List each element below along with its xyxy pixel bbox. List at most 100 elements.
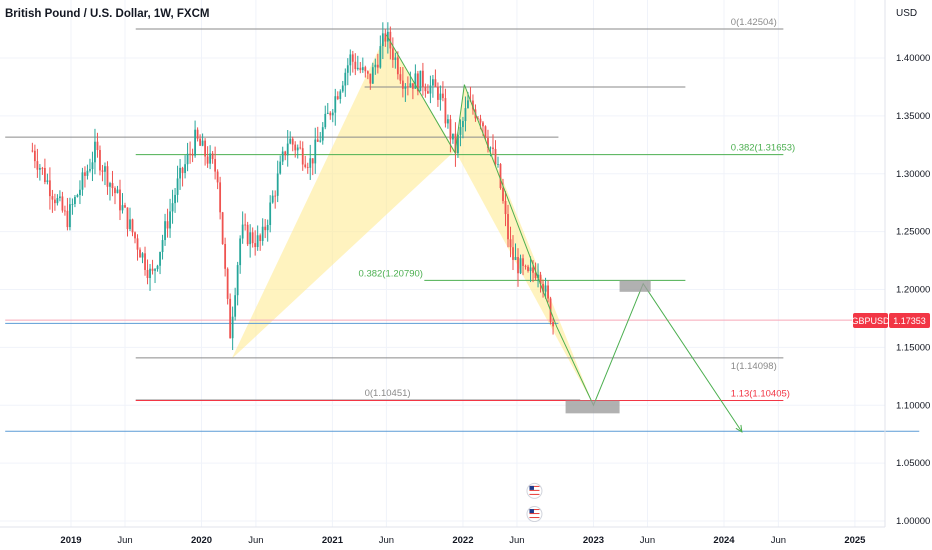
candle-body xyxy=(424,87,427,92)
candle-body xyxy=(176,178,179,195)
candle xyxy=(246,221,249,247)
candle xyxy=(444,88,447,128)
candle xyxy=(219,176,222,220)
candle-body xyxy=(371,67,374,84)
candle-body xyxy=(119,189,121,211)
candle xyxy=(399,67,402,84)
candle-body xyxy=(79,189,81,196)
time-tick-label: Jun xyxy=(509,535,524,546)
candle xyxy=(204,138,207,166)
time-tick-label: 2021 xyxy=(322,535,344,546)
candle-body xyxy=(159,252,161,266)
candle-body xyxy=(229,298,232,339)
event-markers[interactable] xyxy=(526,482,543,523)
candle-body xyxy=(444,98,447,124)
candle-body xyxy=(61,196,64,211)
candle xyxy=(539,271,542,293)
candle-body xyxy=(454,133,457,154)
candle-body xyxy=(33,150,36,162)
candle-body xyxy=(296,147,299,151)
candle-body xyxy=(156,265,159,270)
candle xyxy=(54,193,56,211)
candle-body xyxy=(239,238,242,266)
candle xyxy=(266,219,269,242)
candle xyxy=(254,230,257,256)
symbol-price-badge[interactable]: GBPUSD 1.17353 xyxy=(851,313,930,328)
candle-body xyxy=(261,226,264,242)
candle xyxy=(439,85,442,111)
candle xyxy=(301,141,304,171)
candle-body xyxy=(129,219,131,230)
candle xyxy=(186,142,189,172)
candle-body xyxy=(524,265,527,267)
candle-body xyxy=(532,267,534,273)
candle-body xyxy=(301,148,304,165)
candle xyxy=(537,263,539,288)
candle xyxy=(394,52,397,69)
candle-body xyxy=(216,171,219,183)
flag-stripe xyxy=(529,515,540,517)
candle-body xyxy=(46,180,49,182)
candle xyxy=(74,195,76,208)
candle xyxy=(154,268,156,284)
candle xyxy=(159,251,161,275)
candle-body xyxy=(487,137,489,148)
candle xyxy=(334,88,337,126)
candle xyxy=(296,144,299,159)
candle-body xyxy=(522,258,524,266)
candle xyxy=(384,29,387,47)
candle xyxy=(131,218,134,237)
candle-body xyxy=(209,153,212,164)
candle-body xyxy=(544,285,547,292)
candle xyxy=(276,160,279,203)
candle-body xyxy=(309,158,312,168)
price-tick-label: 1.10000 xyxy=(896,400,930,411)
candle xyxy=(214,146,217,180)
candle xyxy=(116,185,119,194)
candle xyxy=(311,158,314,176)
candle xyxy=(224,237,227,277)
candle-body xyxy=(139,249,141,258)
price-axis[interactable]: 1.40000 1.35000 1.30000 1.25000 1.20000 1.150… xyxy=(896,53,930,527)
candle-body xyxy=(359,67,362,71)
candle-body xyxy=(514,257,517,260)
candle xyxy=(416,70,419,96)
candle-body xyxy=(89,169,91,171)
candle xyxy=(309,144,312,180)
candle xyxy=(164,213,166,246)
candle xyxy=(484,125,487,141)
candle xyxy=(411,83,414,100)
candle-body xyxy=(319,140,322,142)
time-axis[interactable]: 2019 Jun 2020 Jun 2021 Jun 2022 Jun 2023 Jun 2024 J… xyxy=(60,535,866,546)
candle-body xyxy=(124,205,126,208)
candle-body xyxy=(489,147,492,149)
candle-body xyxy=(64,210,66,212)
candle-body xyxy=(316,139,319,142)
us-flag-icon[interactable] xyxy=(526,482,543,499)
flag-stripe xyxy=(529,487,540,489)
candle-body xyxy=(399,74,402,81)
candle-body xyxy=(414,73,417,89)
candle-body xyxy=(199,138,201,146)
candle-body xyxy=(84,172,86,176)
time-tick-label: Jun xyxy=(640,535,655,546)
candle xyxy=(424,83,427,98)
candle-body xyxy=(366,71,369,74)
candle xyxy=(404,83,407,102)
candle xyxy=(69,197,71,231)
candle xyxy=(419,70,422,92)
candle-body xyxy=(86,170,89,176)
candle xyxy=(41,166,44,175)
flag-stripe xyxy=(529,511,540,513)
candle-body xyxy=(236,265,239,296)
target-zone xyxy=(565,400,620,414)
candle-body xyxy=(256,235,259,247)
candle-body xyxy=(106,166,109,187)
candle xyxy=(61,191,64,213)
candle xyxy=(256,225,259,251)
us-flag-icon[interactable] xyxy=(526,506,543,523)
candle-body xyxy=(151,268,154,271)
candle xyxy=(151,259,154,275)
